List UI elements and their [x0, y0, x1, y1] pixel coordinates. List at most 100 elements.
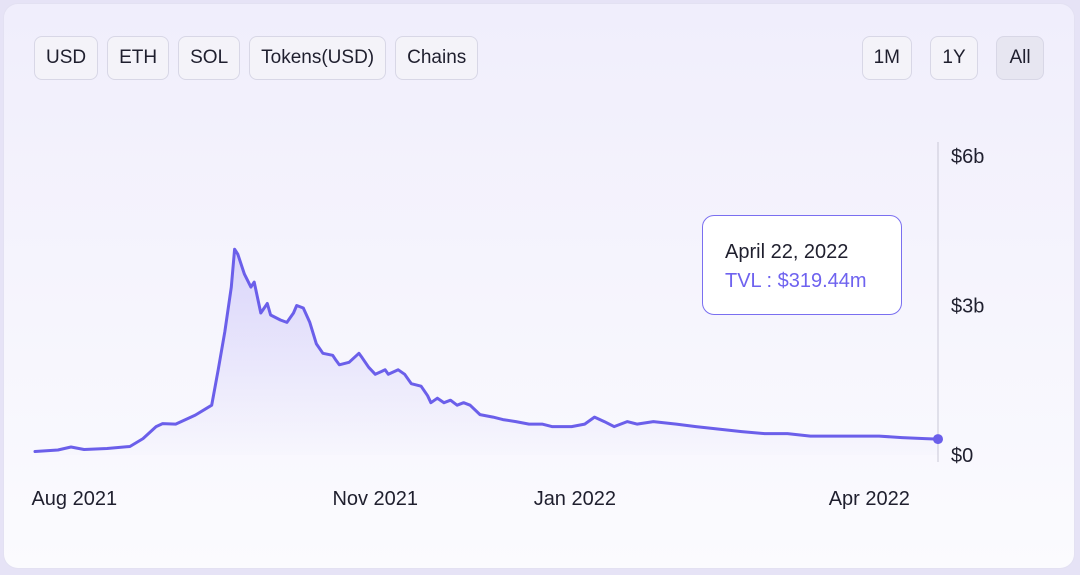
data-point [501, 418, 504, 421]
data-point [442, 401, 445, 404]
data-point [128, 445, 131, 448]
data-point [348, 361, 351, 364]
data-point [292, 311, 295, 314]
data-point [56, 449, 59, 452]
data-point [194, 414, 197, 417]
data-point [420, 385, 423, 388]
data-point [717, 428, 720, 431]
range-selector: 1M 1Y All [861, 36, 1044, 80]
data-point [878, 435, 881, 438]
data-point [570, 425, 573, 428]
tvl-line [33, 247, 940, 453]
data-point [763, 432, 766, 435]
data-point [230, 286, 233, 289]
data-point [626, 420, 629, 423]
data-point [302, 306, 305, 309]
x-tick-label: Jan 2022 [534, 488, 616, 510]
data-point [436, 397, 439, 400]
chains-button[interactable]: Chains [395, 36, 479, 80]
y-axis: $6b $3b $0 [937, 142, 984, 467]
data-point [243, 273, 246, 276]
x-tick-label: Nov 2021 [332, 488, 418, 510]
data-point [541, 423, 544, 426]
range-all-button[interactable]: All [996, 36, 1044, 80]
data-point [478, 413, 481, 416]
range-1m-button[interactable]: 1M [861, 36, 912, 80]
data-point [832, 435, 835, 438]
data-point [285, 321, 288, 324]
data-point [361, 356, 364, 359]
data-point [514, 420, 517, 423]
tokens-usd-button[interactable]: Tokens(USD) [249, 36, 387, 80]
data-point [233, 248, 236, 251]
eth-button[interactable]: ETH [107, 36, 170, 80]
data-point [603, 420, 606, 423]
data-point [613, 425, 616, 428]
data-point [210, 404, 213, 407]
data-point [295, 304, 298, 307]
data-point [266, 302, 269, 305]
hover-point[interactable] [933, 434, 943, 445]
y-tick-label: $0 [951, 445, 973, 467]
data-point [901, 436, 904, 439]
data-point [321, 352, 324, 355]
data-point [249, 286, 252, 289]
data-point [308, 321, 311, 324]
tooltip-value: TVL : $319.44m [725, 270, 867, 292]
data-point [593, 416, 596, 419]
sol-button[interactable]: SOL [178, 36, 241, 80]
range-1y-button[interactable]: 1Y [930, 36, 978, 80]
data-point [694, 425, 697, 428]
data-point [456, 404, 459, 407]
data-point [184, 418, 187, 421]
data-point [426, 394, 429, 397]
data-point [259, 311, 262, 314]
tooltip: April 22, 2022 TVL : $319.44m [702, 215, 902, 315]
data-point [403, 373, 406, 376]
x-tick-label: Apr 2022 [829, 488, 910, 510]
data-point [469, 404, 472, 407]
x-tick-label: Aug 2021 [31, 488, 117, 510]
data-point [429, 401, 432, 404]
data-point [462, 401, 465, 404]
data-point [338, 363, 341, 366]
data-point [269, 313, 272, 316]
data-point [105, 447, 108, 450]
data-point [652, 420, 655, 423]
data-point [387, 373, 390, 376]
data-point [550, 425, 553, 428]
tvl-area [35, 249, 938, 455]
data-point [492, 416, 495, 419]
data-point [786, 432, 789, 435]
data-point [740, 430, 743, 433]
data-point [223, 330, 226, 333]
data-point [583, 423, 586, 426]
data-point [155, 425, 158, 428]
data-point [331, 354, 334, 357]
data-point [855, 435, 858, 438]
tooltip-date: April 22, 2022 [725, 241, 849, 263]
data-point [83, 448, 86, 451]
data-point [161, 422, 164, 425]
usd-button[interactable]: USD [34, 36, 99, 80]
data-point [374, 373, 377, 376]
data-point [809, 435, 812, 438]
data-point [449, 399, 452, 402]
data-point [69, 446, 72, 449]
data-point [279, 318, 282, 321]
y-tick-label: $3b [951, 296, 984, 318]
data-point [397, 368, 400, 371]
data-point [367, 366, 370, 369]
data-point [335, 359, 338, 362]
data-point [675, 423, 678, 426]
data-point [357, 352, 360, 355]
y-tick-label: $6b [951, 146, 984, 168]
data-point [34, 450, 37, 453]
data-point [253, 281, 256, 284]
currency-selector: USD ETH SOL Tokens(USD) Chains [34, 36, 479, 80]
data-point [636, 423, 639, 426]
data-point [174, 423, 177, 426]
data-point [923, 437, 926, 440]
x-axis: Aug 2021 Nov 2021 Jan 2022 Apr 2022 [31, 488, 909, 510]
